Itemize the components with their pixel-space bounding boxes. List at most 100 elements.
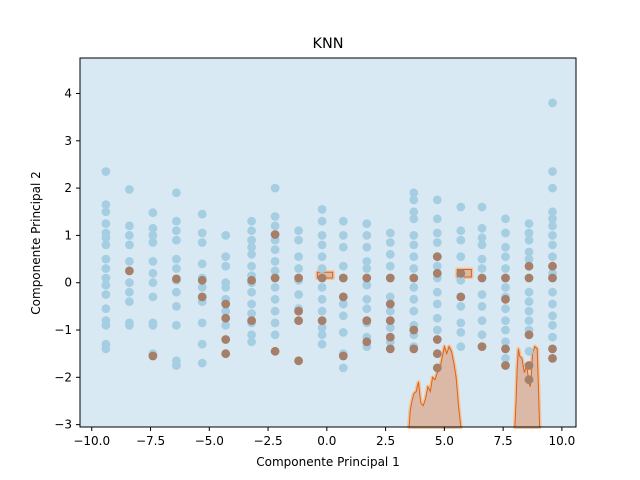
point-class-0-148 — [409, 240, 419, 250]
point-class-0-3 — [101, 219, 111, 229]
point-class-1-16 — [294, 316, 303, 325]
point-class-0-17 — [124, 185, 134, 194]
point-class-0-33 — [148, 278, 158, 288]
point-class-1-8 — [221, 349, 231, 359]
point-class-0-66 — [221, 306, 231, 316]
point-class-0-222 — [548, 311, 557, 321]
point-class-1-31 — [409, 273, 419, 283]
point-class-0-166 — [432, 325, 442, 335]
point-class-0-101 — [317, 205, 327, 214]
point-class-0-173 — [456, 318, 466, 328]
point-class-1-38 — [432, 363, 442, 373]
point-class-0-223 — [548, 320, 557, 330]
point-class-1-42 — [477, 342, 487, 351]
point-class-1-3 — [197, 275, 207, 285]
point-class-0-130 — [362, 304, 372, 314]
point-class-0-134 — [385, 228, 395, 238]
point-class-0-212 — [548, 183, 557, 193]
axes-frame — [79, 57, 577, 428]
point-class-0-71 — [247, 242, 256, 252]
point-class-0-207 — [524, 316, 534, 325]
point-class-0-18 — [124, 221, 134, 231]
point-class-1-14 — [294, 273, 303, 283]
point-class-0-137 — [385, 261, 395, 271]
point-class-0-113 — [338, 216, 348, 226]
point-class-0-185 — [477, 330, 487, 340]
point-class-0-78 — [247, 309, 256, 318]
point-class-0-38 — [172, 188, 181, 198]
point-class-0-43 — [172, 264, 181, 273]
point-class-0-136 — [385, 249, 395, 259]
point-class-0-47 — [172, 320, 181, 330]
point-class-0-178 — [477, 233, 487, 243]
point-class-1-48 — [524, 273, 534, 283]
point-class-1-50 — [524, 361, 534, 370]
point-class-0-188 — [501, 242, 510, 252]
point-class-0-123 — [362, 219, 372, 229]
point-class-0-203 — [524, 254, 534, 264]
point-class-0-152 — [409, 294, 419, 304]
point-class-1-41 — [477, 273, 487, 283]
point-class-0-8 — [101, 264, 111, 273]
point-class-0-176 — [477, 202, 487, 212]
point-class-0-161 — [432, 261, 442, 271]
point-class-0-197 — [501, 337, 510, 347]
point-class-0-60 — [221, 231, 231, 240]
point-class-0-27 — [148, 208, 158, 218]
point-class-0-41 — [172, 235, 181, 245]
point-class-1-25 — [362, 337, 372, 347]
point-class-1-4 — [197, 292, 207, 302]
point-class-0-184 — [477, 316, 487, 325]
point-class-0-118 — [338, 299, 348, 309]
point-class-0-19 — [124, 231, 134, 240]
point-class-0-181 — [477, 264, 487, 273]
x-tick-label: 2.5 — [376, 434, 395, 448]
point-class-0-89 — [270, 283, 280, 292]
point-class-0-7 — [101, 254, 111, 264]
point-class-1-7 — [221, 335, 231, 344]
point-class-0-177 — [477, 223, 487, 233]
point-class-0-218 — [548, 252, 557, 262]
point-class-0-220 — [548, 287, 557, 297]
x-tick-label: −10.0 — [73, 434, 110, 448]
point-class-0-95 — [294, 235, 303, 245]
point-class-0-5 — [101, 233, 111, 243]
point-class-1-23 — [362, 273, 372, 283]
x-axis: −10.0 −7.5 −5.0 −2.5 0.0 2.5 5.0 7.5 10.0 — [73, 427, 575, 448]
point-class-1-20 — [338, 273, 348, 283]
point-class-0-202 — [524, 247, 534, 257]
point-class-0-165 — [432, 313, 442, 323]
point-class-0-213 — [548, 207, 557, 217]
point-class-0-107 — [317, 283, 327, 292]
point-class-0-86 — [270, 245, 280, 255]
point-class-0-171 — [456, 275, 466, 285]
point-class-0-69 — [247, 226, 256, 236]
point-class-0-57 — [197, 318, 207, 328]
point-class-0-91 — [270, 306, 280, 316]
point-class-0-170 — [456, 252, 466, 262]
point-class-0-109 — [317, 306, 327, 316]
point-class-0-59 — [197, 358, 207, 368]
point-class-0-210 — [548, 98, 557, 108]
point-class-0-90 — [270, 294, 280, 304]
point-class-0-102 — [317, 216, 327, 226]
point-class-1-6 — [221, 313, 231, 323]
point-class-0-127 — [362, 264, 372, 273]
point-class-0-172 — [456, 302, 466, 311]
point-class-0-141 — [385, 323, 395, 333]
point-class-0-64 — [221, 283, 231, 292]
point-class-0-49 — [172, 361, 181, 370]
point-class-1-34 — [432, 252, 442, 262]
point-class-0-215 — [548, 221, 557, 231]
point-class-0-108 — [317, 294, 327, 304]
point-class-0-157 — [432, 195, 442, 205]
point-class-1-40 — [456, 268, 466, 278]
x-tick-label: −2.5 — [253, 434, 282, 448]
point-class-0-88 — [270, 266, 280, 276]
point-class-0-76 — [247, 287, 256, 297]
point-class-0-10 — [101, 280, 111, 290]
point-class-0-180 — [477, 254, 487, 264]
point-class-0-200 — [524, 228, 534, 238]
point-class-0-77 — [247, 299, 256, 309]
point-class-0-53 — [197, 259, 207, 269]
